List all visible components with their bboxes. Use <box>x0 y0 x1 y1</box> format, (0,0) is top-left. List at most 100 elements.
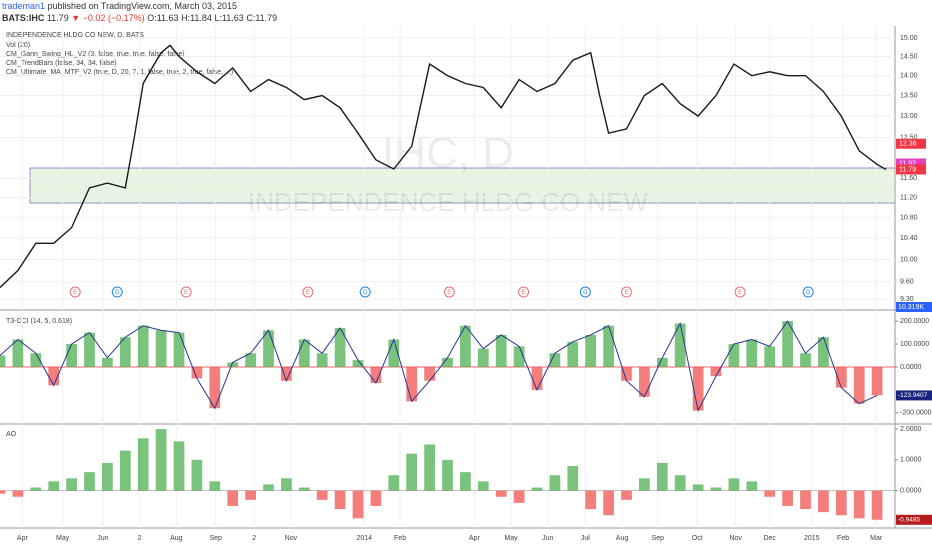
open: O:11.63 <box>147 13 179 23</box>
event-marker <box>734 286 746 298</box>
indicator-bar <box>245 490 256 500</box>
indicator-bar <box>710 367 722 377</box>
indicator-bar <box>173 332 185 367</box>
x-tick-label: 2014 <box>356 535 372 542</box>
event-marker <box>443 286 455 298</box>
event-marker <box>111 286 123 298</box>
indicator-bar <box>173 441 185 491</box>
indicator-bar <box>137 325 149 367</box>
indicator-bar <box>316 490 328 500</box>
y-tick-label: 2.0000 <box>900 426 922 433</box>
indicator-bar <box>531 367 543 390</box>
indicator-bar <box>191 367 203 379</box>
indicator-bar <box>442 357 453 367</box>
indicator-bar <box>692 367 704 411</box>
y-tick-label: 200.0000 <box>900 318 929 325</box>
publish-line: trademan1 published on TradingView.com, … <box>2 0 277 12</box>
x-tick-label: Mar <box>870 535 883 542</box>
x-tick-label: 2 <box>138 535 142 542</box>
indicator-bar <box>674 475 686 491</box>
indicator-bar <box>209 481 221 491</box>
change: ▼ −0.02 (−0.17%) <box>71 13 145 23</box>
indicator-bar <box>513 490 525 503</box>
indicator-bar <box>352 360 364 367</box>
indicator-bar <box>585 490 597 510</box>
indicator-bar <box>639 478 650 491</box>
y-tick-label: 14.50 <box>900 53 918 60</box>
indicator-bar <box>853 367 865 404</box>
cci-line <box>0 320 878 413</box>
y-tick-label: 100.0000 <box>900 341 929 348</box>
x-tick-label: Feb <box>394 535 406 542</box>
last-label: -123.9407 <box>898 392 928 399</box>
indicator-bar <box>298 339 310 367</box>
event-label: D <box>363 290 368 296</box>
indicator-bar <box>209 367 221 409</box>
indicator-bar <box>245 353 256 367</box>
indicator-bar <box>603 490 614 516</box>
event-label: E <box>738 290 742 296</box>
y-tick-label: 9.60 <box>900 279 914 286</box>
indicator-bar <box>818 490 829 513</box>
y-tick-label: 10.80 <box>900 214 918 221</box>
x-tick-label: Sep <box>209 535 222 542</box>
event-label: E <box>73 290 77 296</box>
x-tick-label: Dec <box>763 535 776 542</box>
indicator-bar <box>298 487 310 491</box>
event-label: E <box>447 290 451 296</box>
chart-title: INDEPENDENCE HLDG CO NEW, D, BATS <box>6 32 144 39</box>
indicator-bar <box>603 325 614 367</box>
y-tick-label: 11.20 <box>900 194 917 201</box>
indicator-bar <box>352 490 364 519</box>
legend-entry: CM_TrendBars (false, 34, 34, false) <box>6 60 117 67</box>
x-tick-label: Sep <box>652 535 665 542</box>
x-tick-label: Aug <box>170 535 183 542</box>
y-tick-label: 11.60 <box>900 175 917 182</box>
indicator-bar <box>746 339 758 367</box>
close: C:11.79 <box>246 13 278 23</box>
indicator-bar <box>281 478 292 491</box>
indicator-bar <box>656 357 668 367</box>
indicator-bar <box>764 346 776 367</box>
price-label: 11.92 <box>899 160 916 167</box>
last: 11.79 <box>46 13 69 23</box>
low: L:11.63 <box>214 13 244 23</box>
indicator-bar <box>621 367 632 381</box>
indicator-bar <box>12 339 24 367</box>
indicator-bar <box>460 472 471 491</box>
volume-label: 10.319K <box>898 304 924 311</box>
indicator-bar <box>370 490 382 506</box>
event-label: D <box>583 290 588 296</box>
author[interactable]: trademan1 <box>2 1 46 11</box>
indicator-bar <box>710 487 722 491</box>
indicator-bar <box>263 330 274 367</box>
event-marker <box>579 286 591 298</box>
price-label-bg <box>896 138 926 149</box>
indicator-bar <box>12 490 24 497</box>
event-label: E <box>624 290 628 296</box>
x-tick-label: 2 <box>252 535 256 542</box>
indicator-bar <box>567 341 579 367</box>
event-marker <box>802 286 814 298</box>
indicator-bar <box>871 490 883 520</box>
y-tick-label: 9.30 <box>900 296 914 303</box>
event-label: E <box>306 290 310 296</box>
watermark: INDEPENDENCE HLDG CO NEW <box>248 187 649 217</box>
watermark: IHC, D <box>382 129 514 178</box>
indicator-bar <box>549 475 561 491</box>
indicator-bar <box>585 334 597 367</box>
indicator-bar <box>728 344 740 367</box>
indicator-bar <box>871 367 883 396</box>
indicator-bar <box>728 478 740 491</box>
x-tick-label: 2015 <box>804 535 820 542</box>
price-label: 12.36 <box>899 141 917 148</box>
x-tick-label: Aug <box>616 535 629 542</box>
x-tick-label: Oct <box>692 535 703 542</box>
indicator-bar <box>48 367 60 386</box>
event-label: E <box>522 290 526 296</box>
price-label-bg <box>896 158 926 169</box>
indicator-bar <box>316 353 328 367</box>
indicator-bar <box>782 321 793 367</box>
indicator-bar <box>692 484 704 491</box>
y-tick-label: 15.00 <box>900 35 918 42</box>
